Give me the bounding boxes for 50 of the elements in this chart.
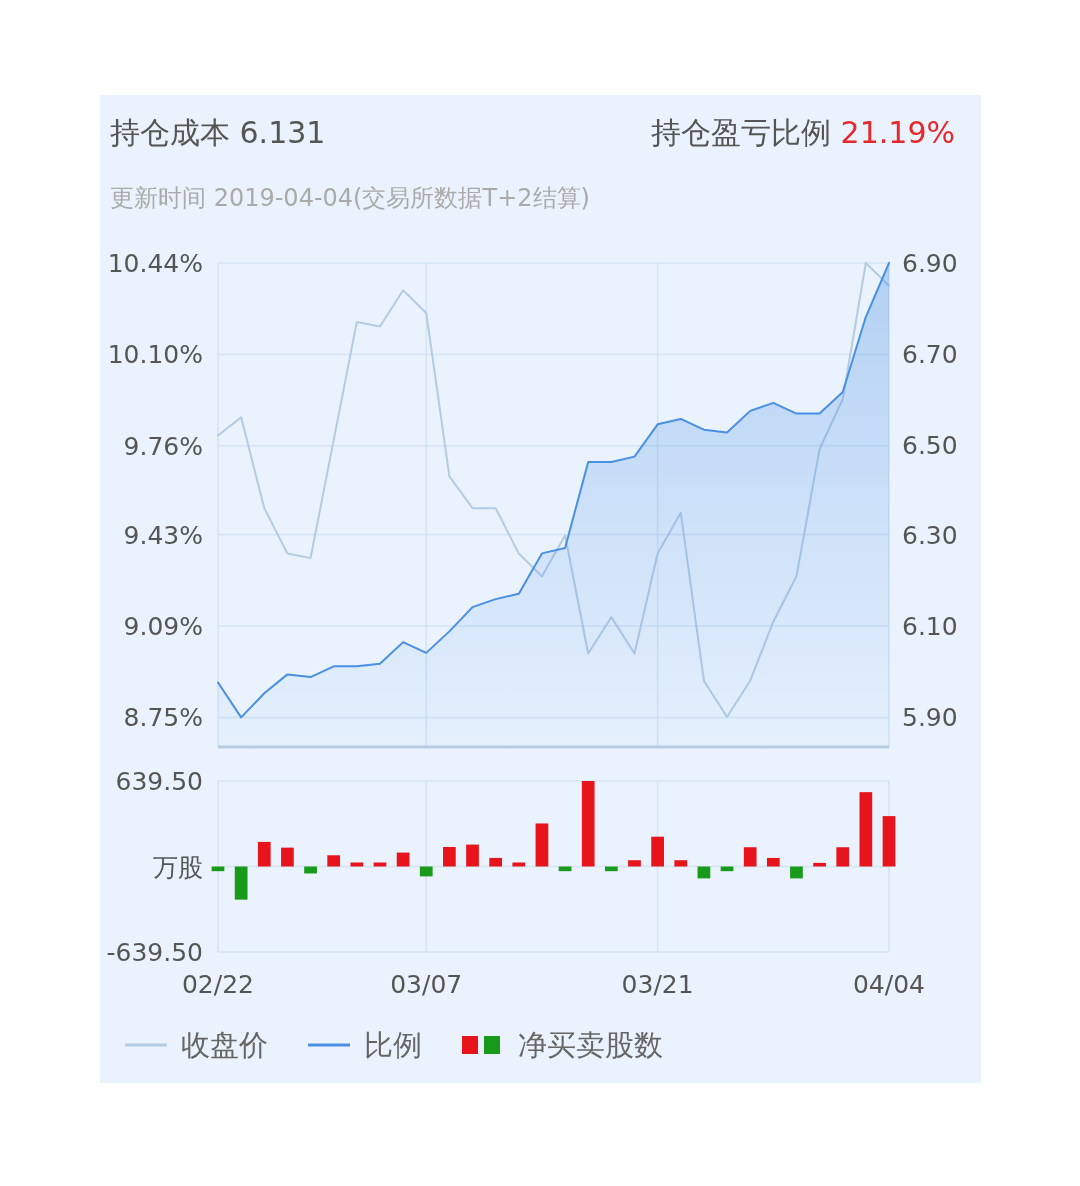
bar [350,862,364,867]
y2-tick-label: 6.70 [902,339,958,369]
text: 21.19% [831,115,955,150]
y-tick-label: 10.44% [107,249,203,278]
y-tick-label: 9.76% [123,431,203,461]
legend-label: 收盘价 [181,1028,268,1062]
y-tick-label: -639.50 [106,938,203,967]
bar [743,847,757,867]
bar [790,866,803,879]
x-tick-label: 02/22 [181,970,255,999]
y-tick-label: 10.10% [107,340,203,370]
y-tick-label: 万股 [153,852,203,882]
y2-tick-label: 6.10 [902,612,958,642]
bar [257,841,271,867]
x-tick-label: 04/04 [852,970,926,999]
bar [859,792,873,867]
legend-label: 净买卖股数 [518,1028,663,1062]
bar [373,862,387,867]
legend-label: 比例 [364,1028,422,1062]
bar [813,862,826,867]
y2-tick-label: 6.30 [902,521,958,551]
y2-tick-label: 5.90 [902,703,958,733]
text: 持仓盈亏比例 [651,115,832,150]
y-tick-label: 639.50 [115,767,203,796]
x-tick-label: 03/21 [621,970,694,999]
y-tick-label: 8.75% [123,703,203,733]
y2-tick-label: 6.50 [902,430,958,460]
bar [396,852,410,867]
chart-subtitle: 更新时间 2019-04-04(交易所数据T+2结算) [110,184,590,212]
bar [327,855,341,867]
bar [628,860,641,867]
bar [234,866,248,900]
bar [535,823,549,867]
chart-title: 持仓成本 6.131 [110,115,326,150]
y2-tick-label: 6.90 [902,249,958,278]
y-tick-label: 9.43% [123,520,203,550]
bar [836,847,850,867]
y-tick-label: 9.09% [123,612,203,641]
bar [766,857,780,867]
bar [512,862,526,867]
bar [882,816,896,867]
bar [489,857,503,867]
bar [419,866,433,877]
x-tick-label: 03/07 [390,970,463,999]
bar [581,781,595,867]
bar [674,860,688,867]
bar [651,836,664,867]
bar [466,844,479,867]
bar [443,846,456,867]
bar [281,847,294,867]
